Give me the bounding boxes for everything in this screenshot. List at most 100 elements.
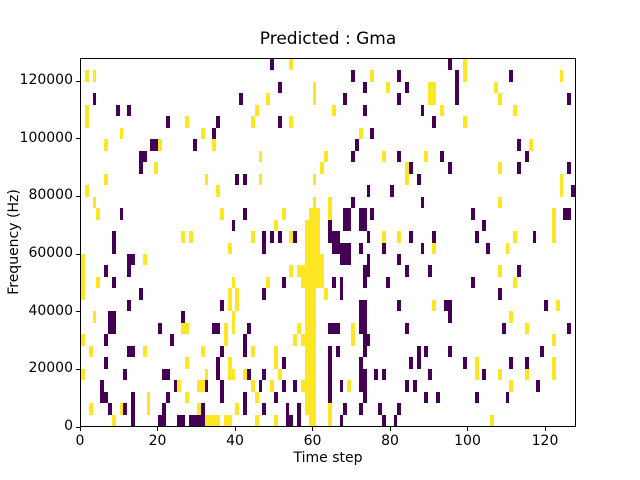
heatmap-cell-low [463,357,467,369]
heatmap-cell-high [316,253,321,266]
heatmap-cell-high [312,322,317,335]
heatmap-cell-low [293,380,298,392]
heatmap-cell-low [509,70,514,82]
heatmap-cell-low [281,380,286,392]
heatmap-cell-high [312,219,317,232]
heatmap-cell-high [312,265,317,277]
heatmap-cell-low [358,219,363,232]
heatmap-cell-low [142,150,147,163]
heatmap-cell-low [416,345,421,358]
heatmap-cell-low [358,357,363,369]
heatmap-cell-low [328,219,332,232]
chart-title: Predicted : Gma [259,29,397,49]
heatmap-cell-low [108,322,112,335]
heatmap-cell-high [382,150,386,163]
heatmap-cell-low [119,208,124,220]
heatmap-cell-low [532,231,537,243]
heatmap-cell-high [490,414,494,426]
heatmap-cell-low [524,357,529,369]
heatmap-cell-high [513,276,518,289]
heatmap-cell-high [308,208,313,220]
y-tick-mark [76,368,80,370]
plot-area [80,58,576,427]
heatmap-cell-low [343,242,348,254]
x-tick-mark [79,427,81,431]
heatmap-cell-high [497,162,502,174]
heatmap-cell-high [405,162,410,174]
heatmap-cell-low [297,414,301,426]
heatmap-cell-low [362,311,367,323]
heatmap-cell-low [389,185,394,197]
heatmap-cell-high [308,288,313,300]
heatmap-cell-high [304,288,309,300]
heatmap-cell-high [81,265,85,277]
heatmap-cell-high [432,242,437,254]
heatmap-cell-low [347,219,352,232]
heatmap-cell-low [127,104,132,117]
heatmap-cell-low [131,414,136,426]
heatmap-cell-high [142,253,147,266]
heatmap-cell-low [138,162,143,174]
heatmap-cell-high [119,127,124,140]
heatmap-cell-low [339,253,344,266]
heatmap-cell-high [358,127,363,140]
heatmap-cell-high [250,231,255,243]
heatmap-cell-high [304,219,309,232]
heatmap-cell-low [397,403,402,415]
heatmap-cell-low [328,322,332,335]
heatmap-cell-high [84,70,89,82]
y-tick-label: 0 [64,418,73,434]
heatmap-cell-low [162,403,166,415]
heatmap-cell-low [382,414,386,426]
heatmap-cell-high [223,322,228,335]
heatmap-cell-high [304,380,309,392]
x-tick-label: 80 [381,433,399,449]
heatmap-cell-high [312,299,317,312]
heatmap-cell-low [243,208,247,220]
heatmap-cell-high [277,368,282,381]
heatmap-cell-high [119,403,124,415]
x-tick-label: 20 [148,433,167,449]
heatmap-cell-high [227,368,232,381]
heatmap-cell-high [304,276,309,289]
heatmap-cell-low [393,414,398,426]
heatmap-cell-low [447,345,452,358]
heatmap-cell-high [428,81,433,94]
heatmap-cell-high [308,322,313,335]
heatmap-cell-high [158,139,163,151]
heatmap-cell-high [463,59,467,71]
heatmap-cell-low [100,391,105,404]
heatmap-cell-low [123,403,128,415]
heatmap-cell-high [324,150,328,163]
heatmap-cell-high [509,380,514,392]
heatmap-cell-high [227,299,232,312]
heatmap-cell-high [266,276,271,289]
heatmap-cell-low [362,299,367,312]
heatmap-cell-low [567,208,572,220]
heatmap-cell-high [312,93,317,105]
heatmap-cell-high [154,162,159,174]
heatmap-cell-high [312,253,317,266]
heatmap-cell-high [266,93,271,105]
heatmap-cell-high [227,414,232,426]
heatmap-cell-high [312,391,317,404]
y-tick-mark [76,138,80,140]
heatmap-cell-low [509,357,514,369]
heatmap-cell-low [416,173,421,186]
heatmap-cell-low [567,93,572,105]
heatmap-cell-low [104,357,109,369]
heatmap-cell-high [304,345,309,358]
y-tick-label: 80000 [28,187,73,204]
heatmap-cell-high [428,93,433,105]
heatmap-cell-high [308,242,313,254]
heatmap-cell-low [115,104,120,117]
heatmap-cell-low [293,231,298,243]
heatmap-cell-high [312,173,317,186]
heatmap-cell-high [270,380,274,392]
heatmap-cell-low [347,208,352,220]
heatmap-cell-high [304,368,309,381]
heatmap-cell-low [358,403,363,415]
heatmap-cell-low [339,414,344,426]
heatmap-cell-high [216,414,220,426]
heatmap-cell-low [111,242,116,254]
